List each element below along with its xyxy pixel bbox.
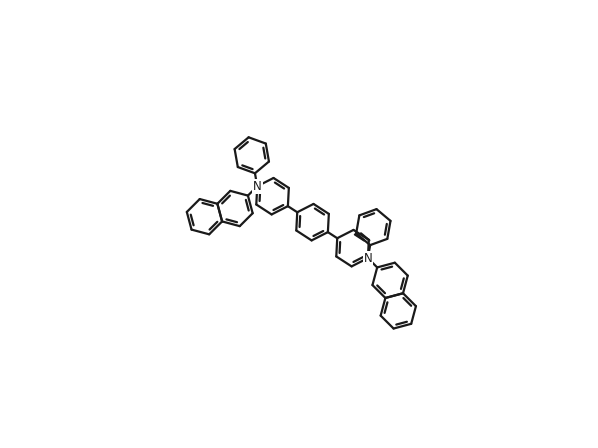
Text: N: N (364, 252, 372, 265)
Text: N: N (253, 180, 262, 193)
